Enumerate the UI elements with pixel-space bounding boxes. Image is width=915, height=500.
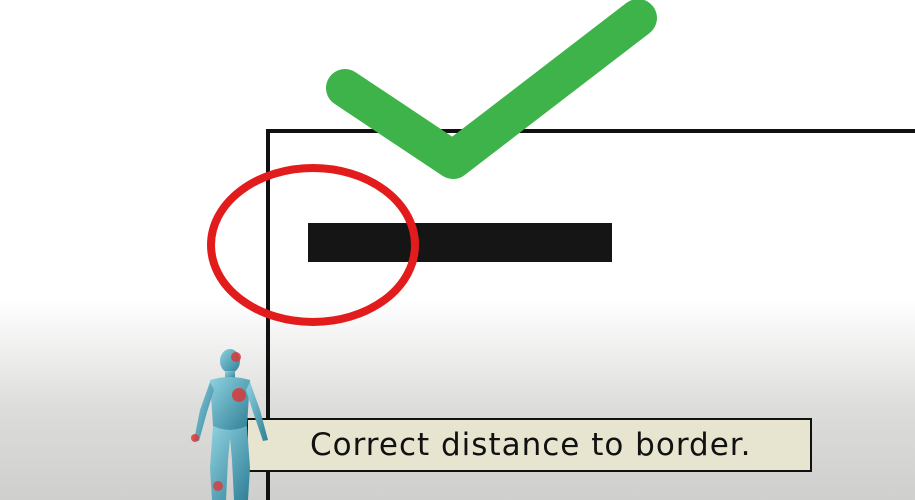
caption-box: Correct distance to border. [246, 418, 812, 472]
caption-text: Correct distance to border. [310, 427, 752, 463]
human-anatomy-figure [191, 349, 268, 500]
checkmark-icon [326, 0, 657, 179]
content-bar [308, 223, 612, 262]
highlight-circle [207, 164, 419, 326]
